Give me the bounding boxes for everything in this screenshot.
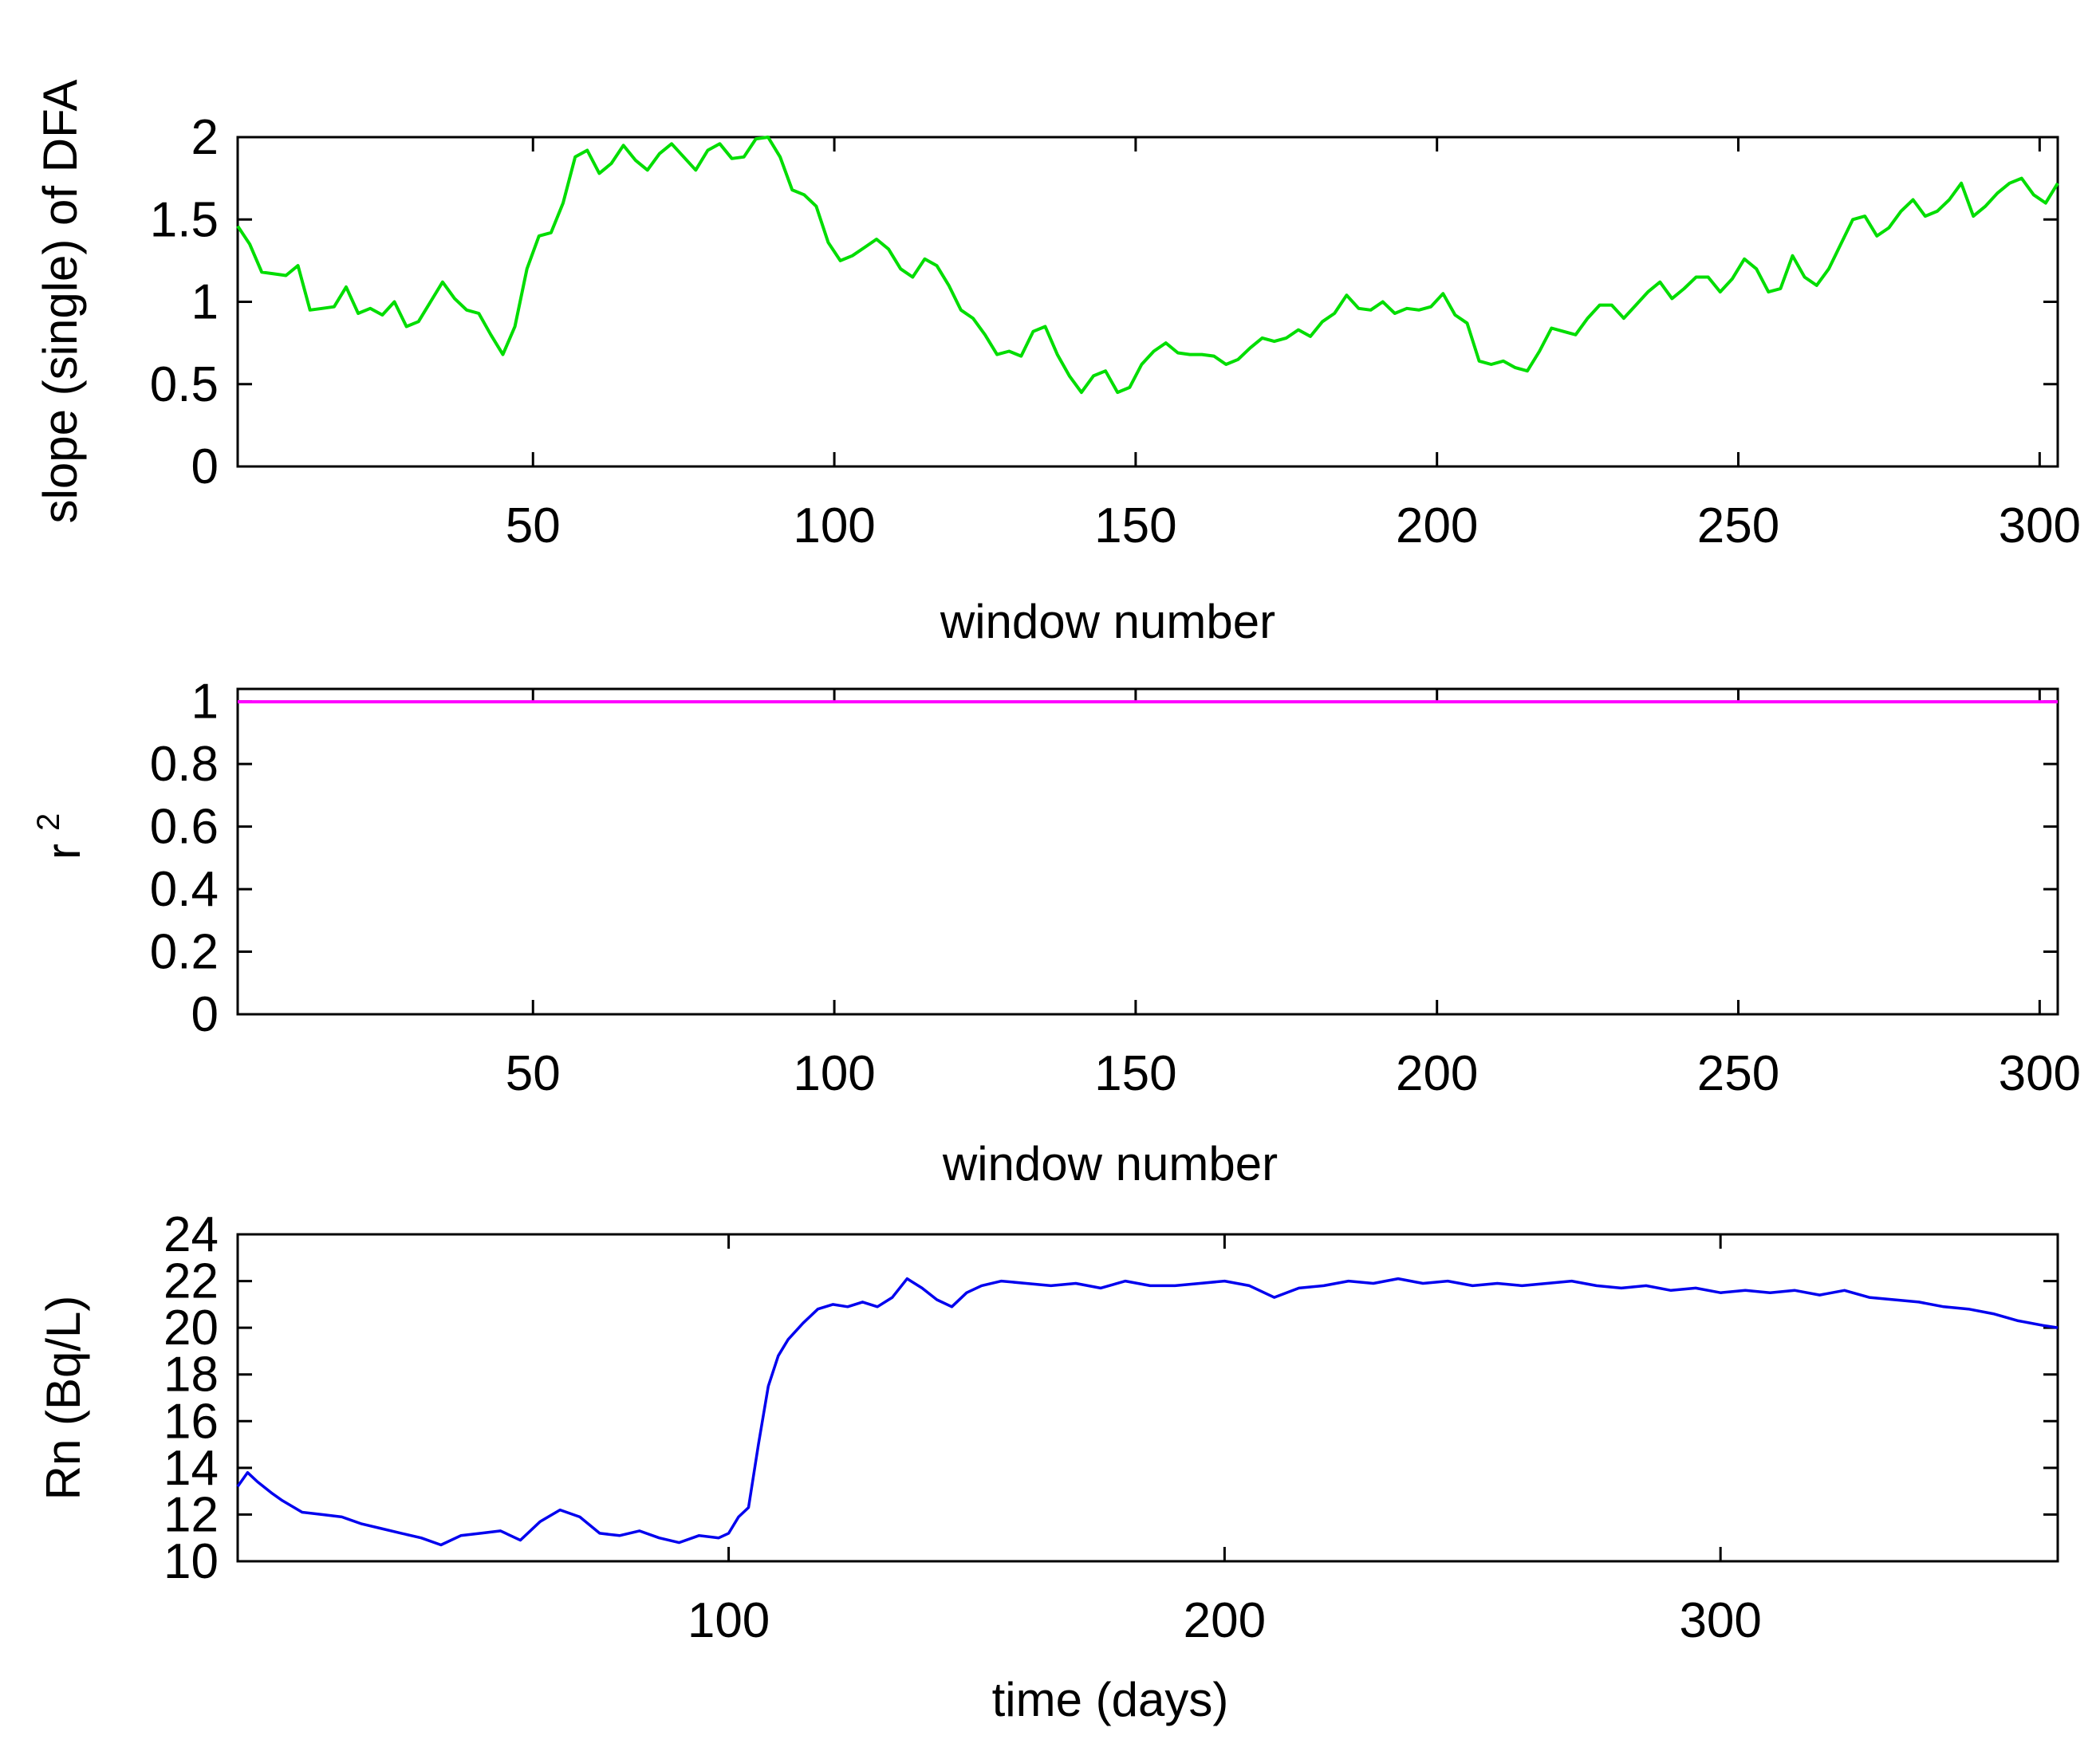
plot-frame-slope (236, 136, 2059, 468)
y-tick-label-radon-4: 18 (164, 1348, 219, 1403)
y-tick-label-r-squared-1: 0.2 (150, 925, 219, 980)
x-tick-label-radon-1: 200 (1184, 1593, 1266, 1648)
x-tick-label-slope-1: 100 (793, 498, 875, 553)
y-tick-label-r-squared-4: 0.8 (150, 737, 219, 792)
y-tick-label-radon-2: 14 (164, 1441, 219, 1496)
y-tick-label-r-squared-0: 0 (191, 987, 219, 1042)
plot-frame-r-squared (236, 687, 2059, 1016)
x-tick-label-r-squared-1: 100 (793, 1046, 875, 1101)
y-tick-label-slope-4: 2 (191, 110, 219, 165)
y-tick-label-radon-6: 22 (164, 1254, 219, 1309)
y-axis-title-r-squared-base: r (37, 844, 90, 860)
x-tick-label-radon-0: 100 (688, 1593, 770, 1648)
x-axis-ticks-r-squared: 50 100 150 200 250 300 (506, 689, 2081, 1101)
y-tick-label-radon-7: 24 (164, 1207, 219, 1262)
y-tick-label-slope-1: 0.5 (150, 357, 219, 412)
series-line-slope (236, 136, 2059, 395)
panel-r-squared: 0 0.2 0.4 0.6 0.8 1 50 100 150 200 250 300 window … (31, 675, 2081, 1190)
x-tick-label-slope-3: 200 (1396, 498, 1478, 553)
x-axis-ticks-radon: 100 200 300 (688, 1234, 1762, 1648)
y-axis-title-r-squared-superscript: 2 (31, 813, 66, 831)
y-tick-label-slope-2: 1 (191, 275, 219, 330)
x-axis-title-radon: time (days) (992, 1673, 1229, 1726)
y-axis-title-slope: slope (single) of DFA (33, 80, 87, 524)
x-axis-ticks-slope: 50 100 150 200 250 300 (506, 137, 2081, 553)
y-tick-label-slope-3: 1.5 (150, 192, 219, 247)
x-axis-title-r-squared: window number (942, 1137, 1278, 1190)
x-tick-label-r-squared-5: 300 (1999, 1046, 2081, 1101)
x-tick-label-slope-0: 50 (506, 498, 561, 553)
x-tick-label-r-squared-0: 50 (506, 1046, 561, 1101)
y-tick-label-radon-3: 16 (164, 1394, 219, 1449)
y-tick-label-r-squared-3: 0.6 (150, 800, 219, 855)
y-tick-label-radon-1: 12 (164, 1487, 219, 1542)
x-tick-label-r-squared-4: 250 (1697, 1046, 1779, 1101)
x-axis-title-slope: window number (940, 595, 1275, 648)
y-tick-label-slope-0: 0 (191, 439, 219, 494)
x-tick-label-slope-2: 150 (1094, 498, 1176, 553)
x-tick-label-radon-2: 300 (1679, 1593, 1761, 1648)
y-tick-label-r-squared-5: 1 (191, 675, 219, 730)
plot-frame-radon (236, 1233, 2059, 1563)
y-tick-label-radon-0: 10 (164, 1534, 219, 1589)
panel-slope-dfa: 0 0.5 1 1.5 2 50 100 150 200 250 300 window numbe… (33, 80, 2081, 648)
x-tick-label-slope-4: 250 (1697, 498, 1779, 553)
y-tick-label-r-squared-2: 0.4 (150, 862, 219, 917)
x-tick-label-r-squared-2: 150 (1094, 1046, 1176, 1101)
series-line-radon (236, 1277, 2059, 1547)
y-axis-ticks-slope: 0 0.5 1 1.5 2 (150, 110, 2058, 494)
y-axis-ticks-r-squared: 0 0.2 0.4 0.6 0.8 1 (150, 675, 2058, 1042)
y-axis-title-radon: Rn (Bq/L) (37, 1296, 90, 1501)
y-tick-label-radon-5: 20 (164, 1301, 219, 1356)
x-tick-label-slope-5: 300 (1999, 498, 2081, 553)
x-tick-label-r-squared-3: 200 (1396, 1046, 1478, 1101)
y-axis-title-r-squared: r 2 (31, 813, 90, 860)
